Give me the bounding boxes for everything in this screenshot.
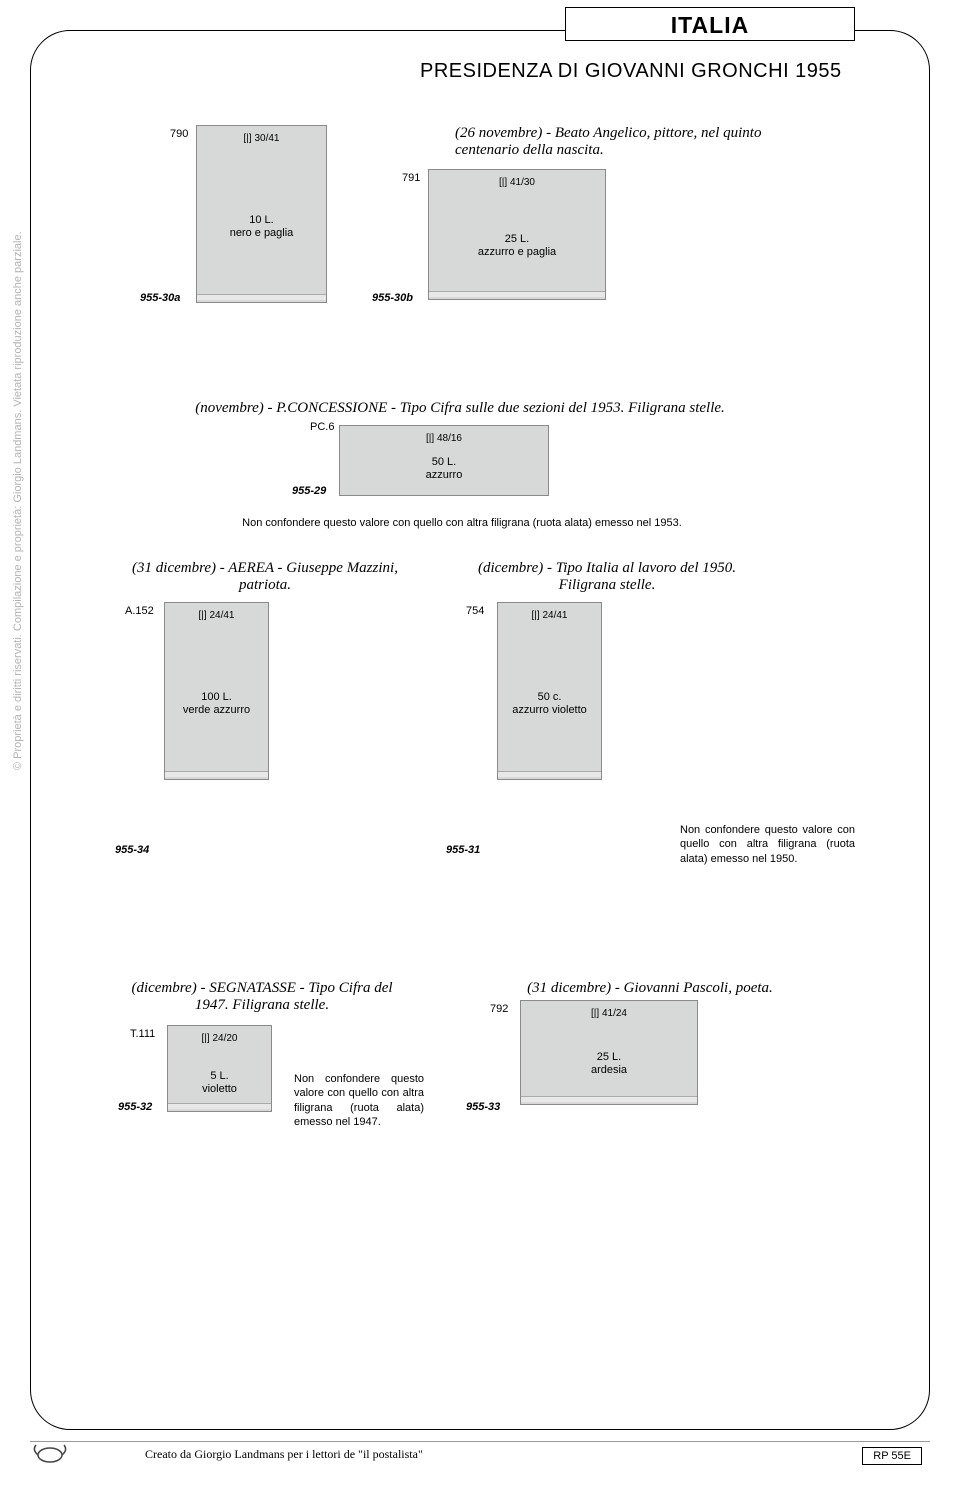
stamp-754-color: azzurro violetto <box>512 704 587 716</box>
stamp-792: [|] 41/24 25 L. ardesia <box>520 1000 698 1105</box>
stamp-a152-underbar <box>165 771 268 777</box>
section-mazzini-title: (31 dicembre) - AEREA - Giuseppe Mazzini… <box>130 560 400 594</box>
ref-955-29: 955-29 <box>292 485 326 497</box>
note-segnatasse: Non confondere questo valore con quello … <box>294 1072 424 1129</box>
stamp-754-value: 50 c. <box>538 691 562 703</box>
section-concessione-title: (novembre) - P.CONCESSIONE - Tipo Cifra … <box>160 400 760 417</box>
stamp-a152: [|] 24/41 100 L. verde azzurro <box>164 602 269 780</box>
cat-t111: T.111 <box>130 1028 155 1040</box>
logo-icon <box>30 1440 70 1469</box>
stamp-792-tag: [|] 41/24 <box>591 1008 627 1019</box>
ref-955-32: 955-32 <box>118 1101 152 1113</box>
footer-line <box>30 1441 930 1442</box>
cat-792: 792 <box>490 1003 508 1015</box>
stamp-pc6-value: 50 L. <box>432 456 456 468</box>
stamp-t111: [|] 24/20 5 L. violetto <box>167 1025 272 1112</box>
stamp-t111-tag: [|] 24/20 <box>202 1033 238 1044</box>
stamp-792-value: 25 L. <box>597 1051 621 1063</box>
stamp-a152-tag: [|] 24/41 <box>199 610 235 621</box>
note-concessione: Non confondere questo valore con quello … <box>237 516 687 530</box>
stamp-a152-value: 100 L. <box>201 691 232 703</box>
stamp-790-underbar <box>197 294 326 300</box>
section-segnatasse-title: (dicembre) - SEGNATASSE - Tipo Cifra del… <box>122 980 402 1014</box>
ref-955-31: 955-31 <box>446 844 480 856</box>
stamp-791: [|] 41/30 25 L. azzurro e paglia <box>428 169 606 300</box>
ref-955-33: 955-33 <box>466 1101 500 1113</box>
stamp-pc6-tag: [|] 48/16 <box>426 433 462 444</box>
side-credit: © Proprietà e diritti riservati. Compila… <box>12 231 24 770</box>
stamp-790: [|] 30/41 10 L. nero e paglia <box>196 125 327 303</box>
cat-pc6: PC.6 <box>310 421 334 433</box>
stamp-754-tag: [|] 24/41 <box>532 610 568 621</box>
footer-code: RP 55E <box>862 1447 922 1465</box>
cat-790: 790 <box>170 128 188 140</box>
stamp-791-tag: [|] 41/30 <box>499 177 535 188</box>
section-lavoro-title: (dicembre) - Tipo Italia al lavoro del 1… <box>467 560 747 594</box>
stamp-790-value: 10 L. <box>249 214 273 226</box>
country-title: ITALIA <box>565 7 855 41</box>
ref-955-34: 955-34 <box>115 844 149 856</box>
stamp-754-underbar <box>498 771 601 777</box>
stamp-pc6-color: azzurro <box>426 469 463 481</box>
stamp-791-value: 25 L. <box>505 233 529 245</box>
stamp-791-color: azzurro e paglia <box>478 246 556 258</box>
section-angelico-title: (26 novembre) - Beato Angelico, pittore,… <box>455 125 765 159</box>
stamp-754: [|] 24/41 50 c. azzurro violetto <box>497 602 602 780</box>
note-lavoro: Non confondere questo valore con quello … <box>680 823 855 866</box>
cat-754: 754 <box>466 605 484 617</box>
stamp-pc6: [|] 48/16 50 L. azzurro <box>339 425 549 496</box>
stamp-791-underbar <box>429 291 605 297</box>
stamp-792-color: ardesia <box>591 1064 627 1076</box>
stamp-t111-color: violetto <box>202 1083 237 1095</box>
stamp-790-tag: [|] 30/41 <box>244 133 280 144</box>
stamp-790-color: nero e paglia <box>230 227 294 239</box>
footer-text: Creato da Giorgio Landmans per i lettori… <box>145 1447 423 1462</box>
cat-a152: A.152 <box>125 605 154 617</box>
ref-955-30b: 955-30b <box>372 292 413 304</box>
cat-791: 791 <box>402 172 420 184</box>
ref-955-30a: 955-30a <box>140 292 180 304</box>
stamp-792-underbar <box>521 1096 697 1102</box>
section-pascoli-title: (31 dicembre) - Giovanni Pascoli, poeta. <box>490 980 810 997</box>
stamp-a152-color: verde azzurro <box>183 704 250 716</box>
stamp-t111-underbar <box>168 1103 271 1109</box>
stamp-t111-value: 5 L. <box>210 1070 228 1082</box>
page-subtitle: PRESIDENZA DI GIOVANNI GRONCHI 1955 <box>420 60 842 83</box>
